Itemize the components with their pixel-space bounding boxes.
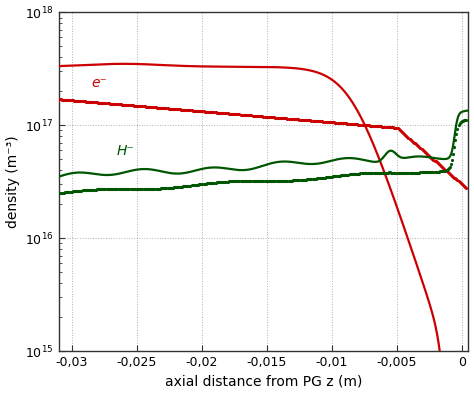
Y-axis label: density (m⁻³): density (m⁻³) [6,136,19,228]
X-axis label: axial distance from PG z (m): axial distance from PG z (m) [165,374,362,388]
Text: e⁻: e⁻ [91,76,107,89]
Text: H⁻: H⁻ [117,143,135,158]
